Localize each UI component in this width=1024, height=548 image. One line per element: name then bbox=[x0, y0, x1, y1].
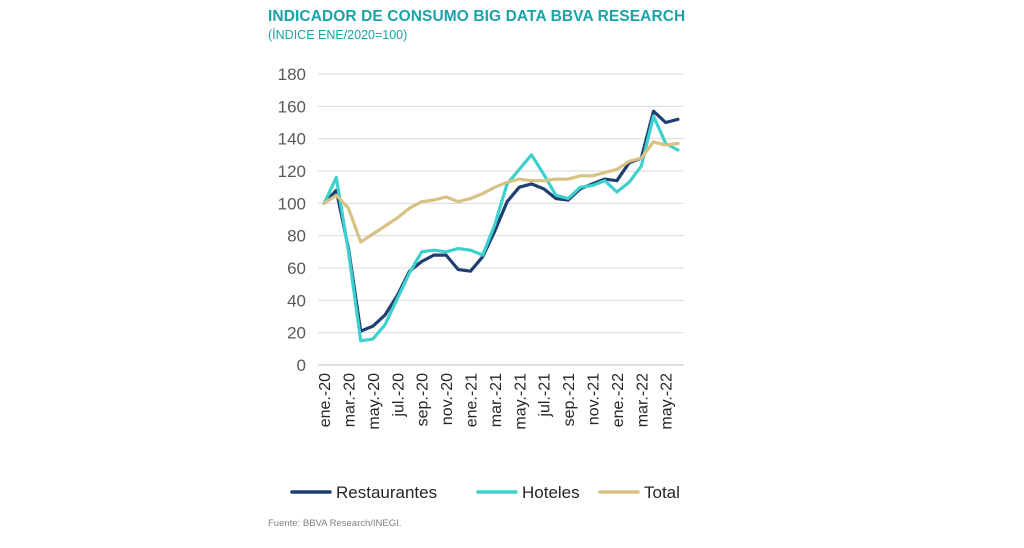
x-tick-label-26: mar.-22 bbox=[634, 373, 651, 427]
x-tick-label-22: nov.-21 bbox=[586, 373, 603, 425]
x-tick-label-0: ene.-20 bbox=[317, 373, 334, 427]
source-note: Fuente: BBVA Research/INEGI. bbox=[268, 518, 402, 529]
y-tick-label-60: 60 bbox=[287, 259, 306, 278]
x-tick-label-4: may.-20 bbox=[366, 373, 383, 430]
legend-label-0: Restaurantes bbox=[336, 483, 437, 502]
x-tick-label-14: mar.-21 bbox=[488, 373, 505, 427]
x-tick-label-20: sep.-21 bbox=[561, 373, 578, 426]
series-lines bbox=[322, 109, 680, 343]
x-tick-label-18: jul.-21 bbox=[537, 373, 554, 418]
y-tick-label-140: 140 bbox=[278, 130, 306, 149]
y-tick-label-0: 0 bbox=[297, 356, 306, 375]
x-tick-label-16: may.-21 bbox=[512, 373, 529, 430]
x-tick-label-2: mar.-20 bbox=[342, 373, 359, 427]
series-line-2 bbox=[322, 140, 680, 244]
y-tick-label-80: 80 bbox=[287, 227, 306, 246]
legend-label-1: Hoteles bbox=[522, 483, 580, 502]
series-line-1 bbox=[322, 114, 680, 343]
x-tick-label-28: may.-22 bbox=[659, 373, 676, 430]
series-line-0 bbox=[322, 109, 680, 333]
y-tick-label-160: 160 bbox=[278, 97, 306, 116]
legend: Restaurantes Hoteles Total bbox=[290, 483, 680, 502]
x-tick-label-6: jul.-20 bbox=[390, 373, 407, 418]
chart-subtitle: (ÍNDICE ENE/2020=100) bbox=[268, 28, 408, 42]
x-axis-ticks: ene.-20 mar.-20 may.-20 jul.-20 sep.-20 nov.-… bbox=[317, 373, 676, 430]
y-tick-label-180: 180 bbox=[278, 65, 306, 84]
x-tick-label-8: sep.-20 bbox=[415, 373, 432, 426]
y-tick-label-40: 40 bbox=[287, 291, 306, 310]
y-tick-label-120: 120 bbox=[278, 162, 306, 181]
y-axis-ticks: 0 20 40 60 80 100 120 140 160 180 bbox=[278, 65, 306, 375]
y-tick-label-100: 100 bbox=[278, 194, 306, 213]
legend-label-2: Total bbox=[644, 483, 680, 502]
x-tick-label-10: nov.-20 bbox=[439, 373, 456, 425]
x-tick-label-12: ene.-21 bbox=[464, 373, 481, 427]
x-tick-label-24: ene.-22 bbox=[610, 373, 627, 427]
y-tick-label-20: 20 bbox=[287, 324, 306, 343]
chart-title: INDICADOR DE CONSUMO BIG DATA BBVA RESEA… bbox=[268, 8, 686, 25]
